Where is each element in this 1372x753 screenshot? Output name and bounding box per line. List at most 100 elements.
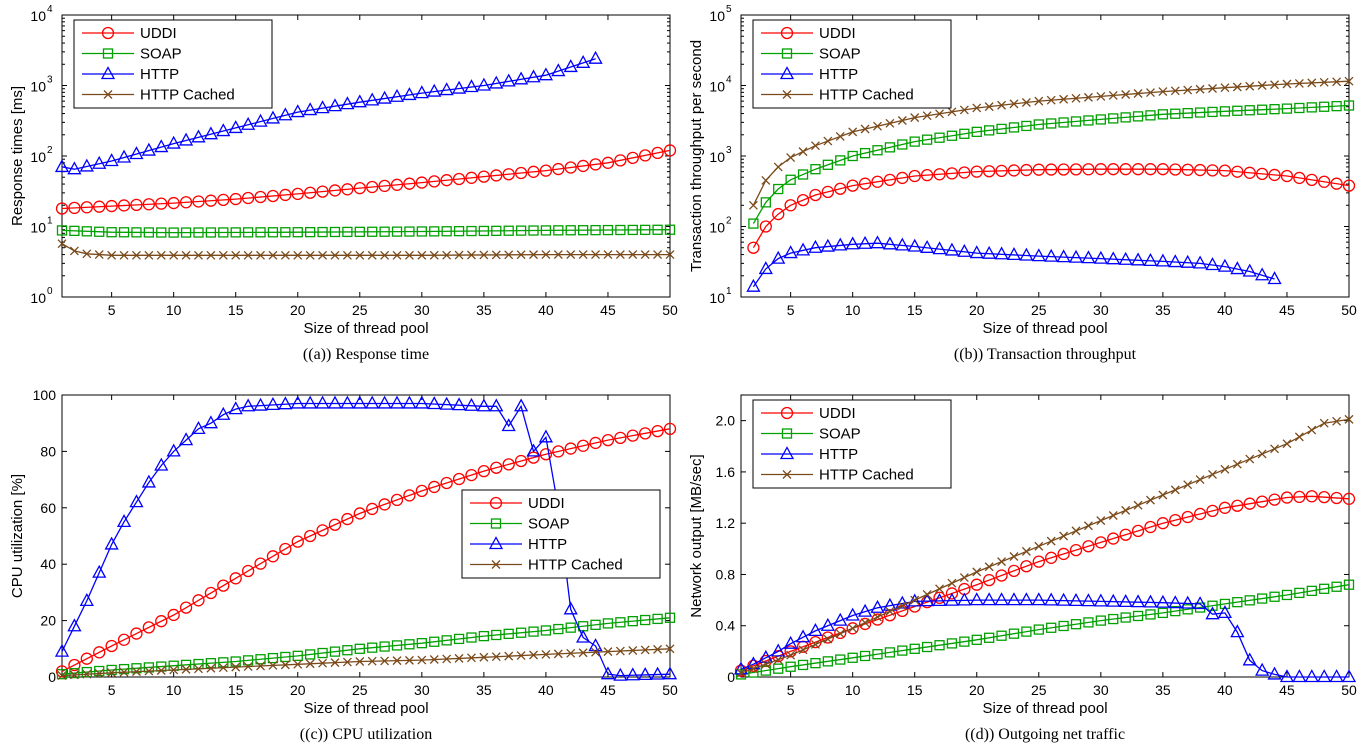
data-point xyxy=(131,663,142,674)
data-point xyxy=(1183,85,1193,95)
y-tick-label: 10 xyxy=(709,8,725,24)
y-tick-exponent: 4 xyxy=(726,75,732,86)
data-point xyxy=(1270,80,1280,90)
data-point xyxy=(553,250,563,260)
data-point xyxy=(1021,120,1032,132)
data-point xyxy=(69,670,79,680)
data-point xyxy=(131,667,141,677)
data-point xyxy=(255,227,266,238)
data-point xyxy=(1145,110,1156,121)
data-point xyxy=(1020,163,1033,177)
data-point xyxy=(628,646,638,655)
data-point xyxy=(846,179,859,192)
data-point xyxy=(81,666,92,678)
series-soap xyxy=(748,100,1355,229)
data-point xyxy=(971,634,982,645)
data-point xyxy=(242,227,254,238)
data-point xyxy=(354,226,365,237)
data-point xyxy=(228,120,243,134)
x-tick-label: 20 xyxy=(969,682,985,698)
data-point xyxy=(969,592,984,606)
data-point xyxy=(947,578,957,588)
data-point xyxy=(1044,248,1059,262)
data-point xyxy=(797,169,809,180)
data-point xyxy=(1045,551,1058,564)
data-point xyxy=(94,669,104,678)
y-tick-exponent: 5 xyxy=(726,4,732,15)
y-tick-label: 10 xyxy=(30,79,46,95)
data-point xyxy=(392,656,402,666)
data-point xyxy=(971,126,982,138)
data-point xyxy=(798,645,808,655)
data-point xyxy=(984,562,994,572)
data-point xyxy=(982,245,997,259)
x-tick-label: 30 xyxy=(1093,302,1109,318)
data-point xyxy=(1059,531,1069,541)
data-point xyxy=(540,625,552,636)
series-uddi xyxy=(734,490,1356,677)
data-point xyxy=(1182,107,1193,119)
data-point xyxy=(205,227,217,238)
data-point xyxy=(1343,100,1355,111)
data-point xyxy=(452,172,466,186)
data-point xyxy=(1304,669,1319,683)
data-point xyxy=(67,618,82,632)
data-point xyxy=(54,643,70,657)
data-point xyxy=(1318,175,1331,188)
y-axis-label: CPU utilization [%] xyxy=(9,474,26,598)
data-point xyxy=(404,655,414,665)
data-point xyxy=(169,665,179,675)
legend-label: HTTP xyxy=(140,66,179,83)
data-point xyxy=(354,643,365,654)
data-point xyxy=(1282,439,1292,449)
data-point xyxy=(1343,579,1355,590)
data-point xyxy=(1205,606,1220,620)
data-point xyxy=(588,638,603,652)
data-point xyxy=(178,432,194,446)
data-point xyxy=(266,189,280,203)
data-point xyxy=(613,667,628,681)
data-point xyxy=(194,250,203,260)
data-point xyxy=(377,395,392,409)
x-tick-label: 45 xyxy=(1279,302,1295,318)
data-point xyxy=(1244,595,1255,606)
data-point xyxy=(104,153,119,167)
data-point xyxy=(280,651,291,663)
data-point xyxy=(1146,495,1155,505)
data-point xyxy=(588,50,603,64)
data-point xyxy=(156,666,166,675)
data-point xyxy=(846,622,859,635)
data-point xyxy=(1070,619,1082,630)
legend-label: HTTP Cached xyxy=(819,467,914,484)
data-point xyxy=(784,199,797,212)
data-point xyxy=(267,227,279,238)
data-point xyxy=(404,226,415,237)
data-point xyxy=(577,225,589,236)
data-point xyxy=(142,621,156,634)
data-point xyxy=(1256,104,1268,115)
data-point xyxy=(1069,163,1083,176)
legend-label: SOAP xyxy=(819,426,861,443)
x-tick-label: 45 xyxy=(600,302,616,318)
data-point xyxy=(352,94,367,108)
data-point xyxy=(1031,592,1046,606)
data-point xyxy=(1007,564,1021,578)
data-point xyxy=(1059,94,1069,104)
data-point xyxy=(465,468,478,482)
data-point xyxy=(553,225,564,236)
data-point xyxy=(664,224,676,235)
data-point xyxy=(650,666,665,680)
data-point xyxy=(415,484,428,498)
data-point xyxy=(885,118,895,128)
data-point xyxy=(1009,99,1019,109)
data-point xyxy=(1020,560,1033,573)
data-point xyxy=(1231,499,1244,512)
data-point xyxy=(1318,490,1331,504)
legend-label: SOAP xyxy=(819,46,861,63)
data-point xyxy=(957,243,972,257)
data-point xyxy=(1319,418,1329,428)
data-point xyxy=(1106,593,1121,607)
data-point xyxy=(1195,475,1205,485)
data-point xyxy=(80,201,93,214)
y-tick-label: 10 xyxy=(709,290,725,306)
